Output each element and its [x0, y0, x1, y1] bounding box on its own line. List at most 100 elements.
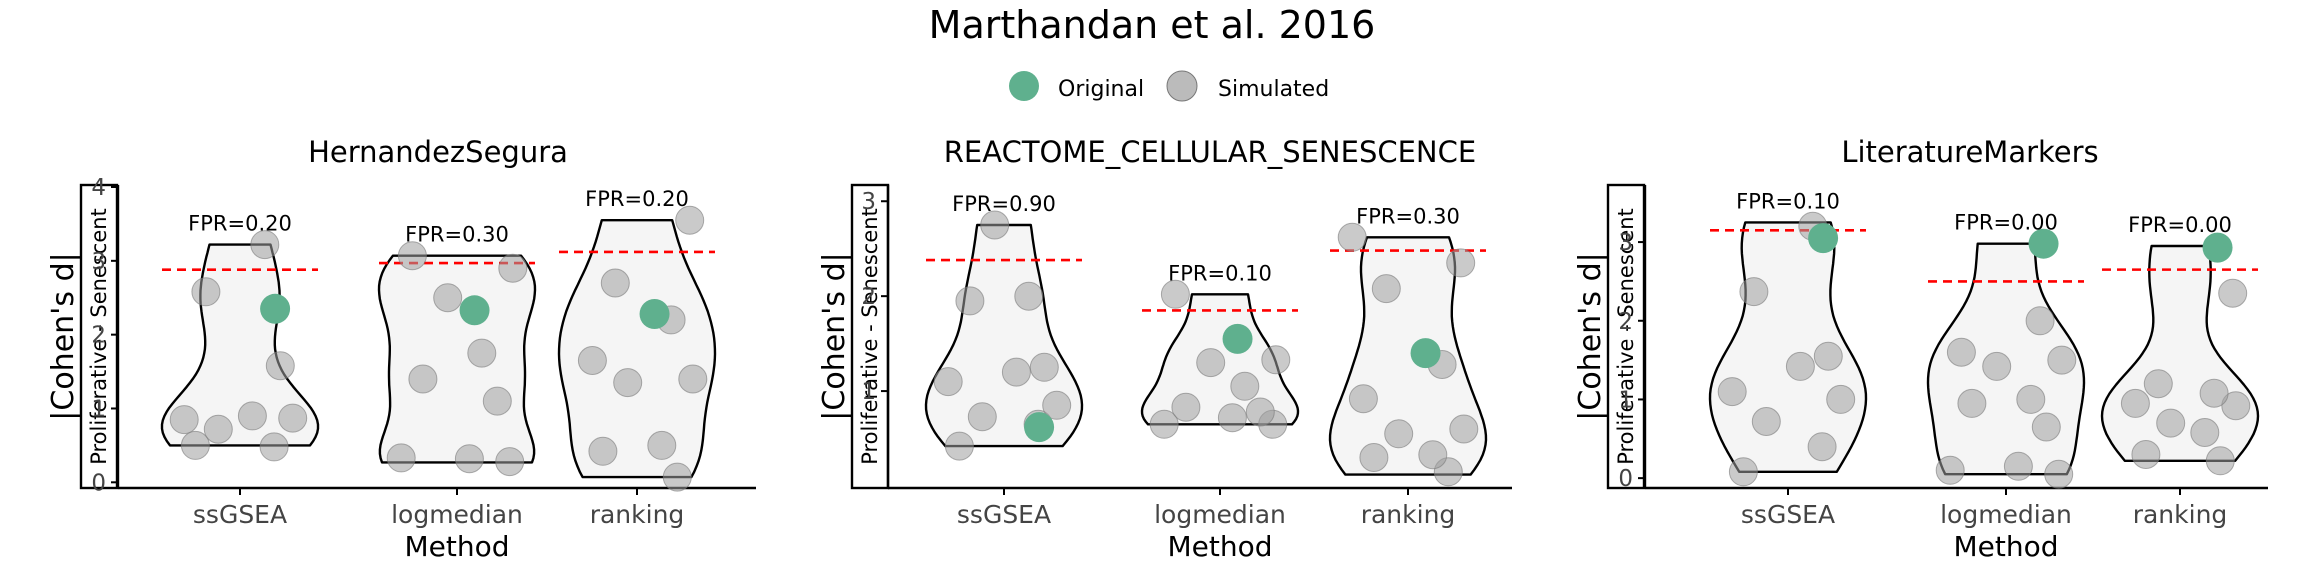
panel-literaturemarkers: LiteratureMarkers Proliferative - Senesce…: [1573, 135, 2268, 563]
simulated-point: [944, 431, 974, 461]
violin-group: FPR=0.10: [1708, 189, 1868, 487]
simulated-point: [169, 405, 199, 435]
simulated-point: [613, 368, 643, 398]
simulated-point: [1196, 348, 1226, 378]
simulated-point: [1371, 274, 1401, 304]
simulated-point: [2120, 388, 2150, 418]
simulated-point: [2218, 278, 2248, 308]
x-tick-label: ranking: [590, 500, 685, 529]
panel-title: HernandezSegura: [308, 135, 568, 169]
fpr-label: FPR=0.10: [1168, 261, 1272, 285]
simulated-point: [675, 205, 705, 235]
simulated-point: [1982, 351, 2012, 381]
simulated-point: [1245, 397, 1275, 427]
y-tick-label: 3: [861, 189, 876, 215]
violin-group: FPR=0.90: [924, 192, 1084, 461]
simulated-point: [662, 462, 692, 492]
simulated-point: [408, 364, 438, 394]
simulated-point: [433, 283, 463, 313]
y-axis-label: |Cohen's d|: [817, 252, 852, 420]
original-point: [2028, 228, 2059, 259]
violin: [1708, 221, 1868, 473]
y-tick-label: 0: [1618, 466, 1633, 492]
simulated-point: [397, 241, 427, 271]
original-point: [639, 299, 670, 329]
violin-group: FPR=0.30: [377, 223, 537, 477]
simulated-point: [2156, 408, 2186, 438]
fpr-label: FPR=0.20: [188, 212, 292, 236]
simulated-point: [180, 430, 210, 460]
original-point: [1024, 412, 1055, 443]
simulated-point: [250, 230, 280, 260]
simulated-point: [1826, 384, 1856, 414]
panel-title: LiteratureMarkers: [1841, 135, 2098, 169]
x-tick-label: logmedian: [391, 500, 523, 529]
simulated-point: [577, 346, 607, 375]
simulated-point: [1751, 407, 1781, 436]
violin: [1328, 236, 1488, 476]
y-tick-label: 0: [91, 470, 106, 496]
y-tick-label: 3: [91, 249, 106, 275]
simulated-point: [1337, 222, 1367, 252]
simulated-point: [191, 277, 221, 307]
strip-box: [1606, 183, 1646, 490]
simulated-point: [2044, 459, 2074, 489]
violin-group: FPR=0.10: [1140, 261, 1300, 439]
panel-title: REACTOME_CELLULAR_SENESCENCE: [944, 135, 1476, 169]
violin: [557, 219, 717, 479]
simulated-point: [265, 351, 295, 381]
original-point: [2202, 232, 2233, 263]
simulated-point: [1359, 443, 1389, 472]
y-axis-label: |Cohen's d|: [46, 252, 81, 420]
violin-group: FPR=0.00: [1926, 211, 2086, 489]
y-tick-label: 1: [1618, 387, 1633, 413]
simulated-point: [678, 364, 708, 394]
x-axis-label: Method: [1953, 530, 2058, 563]
original-point: [1222, 323, 1253, 354]
simulated-point: [1001, 357, 1031, 387]
original-point: [459, 295, 490, 326]
simulated-point: [980, 210, 1010, 240]
simulated-point: [2205, 446, 2235, 476]
x-tick-label: ranking: [2133, 500, 2228, 529]
simulated-point: [2143, 369, 2173, 399]
simulated-point: [386, 443, 416, 473]
simulated-point: [955, 286, 985, 316]
x-tick-label: logmedian: [1154, 500, 1286, 529]
simulated-point: [1029, 352, 1059, 382]
legend-simulated-label: Simulated: [1218, 77, 1329, 102]
legend-original-label: Original: [1058, 77, 1144, 102]
fpr-label: FPR=0.20: [585, 187, 689, 211]
fpr-label: FPR=0.90: [952, 192, 1056, 216]
simulated-point: [1446, 248, 1476, 278]
simulated-point: [588, 436, 618, 466]
original-point: [260, 293, 291, 324]
original-point: [1410, 338, 1441, 369]
simulated-point: [1728, 457, 1758, 487]
violin-group: FPR=0.00: [2100, 213, 2260, 476]
simulated-point: [1717, 377, 1747, 407]
simulated-point: [2003, 451, 2033, 481]
y-tick-label: 2: [1618, 309, 1633, 335]
strip-label: Proliferative - Senescent: [1606, 183, 1646, 490]
simulated-point: [498, 253, 528, 283]
y-tick-label: 3: [1618, 230, 1633, 256]
strip-label: Proliferative - Senescent: [79, 183, 119, 490]
simulated-point: [1160, 279, 1190, 309]
y-tick-label: 4: [91, 175, 106, 201]
simulated-point: [2131, 440, 2161, 469]
legend: Original Simulated: [1009, 70, 1329, 102]
simulated-point: [467, 338, 497, 368]
violin-group: FPR=0.30: [1328, 204, 1488, 487]
panel-reactome-cellular-senescence: REACTOME_CELLULAR_SENESCENCE Proliferativ…: [817, 135, 1512, 563]
simulated-point: [1217, 403, 1247, 433]
panel-hernandezsegura: HernandezSegura Proliferative - Senescent…: [46, 135, 756, 563]
fpr-label: FPR=0.00: [1954, 211, 2058, 235]
simulated-point: [482, 386, 512, 416]
simulated-point: [1813, 341, 1843, 371]
fpr-label: FPR=0.30: [405, 223, 509, 247]
fpr-label: FPR=0.10: [1736, 189, 1840, 213]
fpr-label: FPR=0.00: [2128, 213, 2232, 237]
strip-label: Proliferative - Senescent: [850, 183, 890, 490]
